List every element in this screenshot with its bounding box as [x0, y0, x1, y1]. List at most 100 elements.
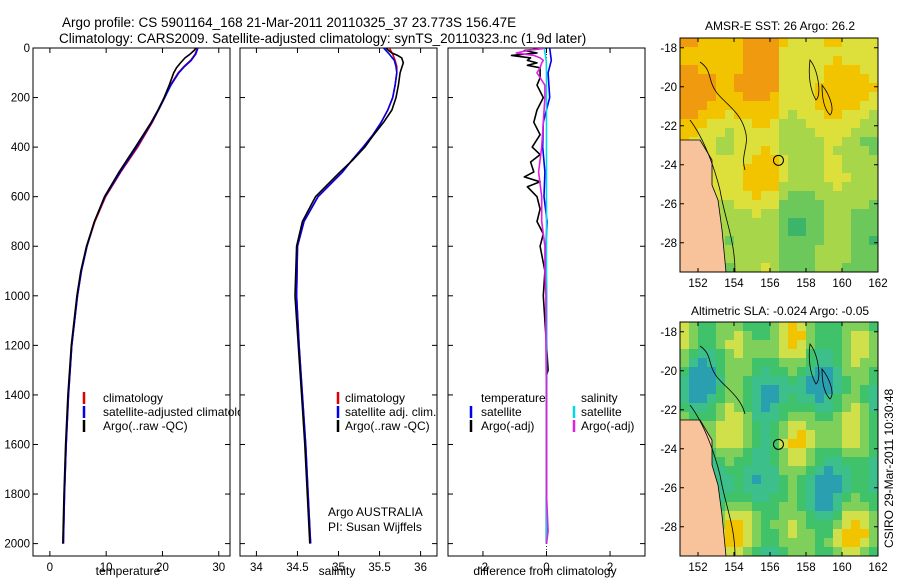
field-cell	[770, 376, 780, 386]
field-cell	[869, 538, 878, 548]
field-cell	[851, 412, 861, 422]
field-cell	[824, 439, 834, 449]
field-cell	[833, 236, 843, 246]
field-cell	[734, 502, 744, 512]
field-cell	[779, 475, 789, 485]
field-cell	[824, 394, 834, 404]
field-cell	[761, 331, 771, 341]
field-cell	[761, 218, 771, 228]
map-x-tick-label: 156	[760, 562, 779, 574]
field-cell	[725, 529, 735, 539]
field-cell	[743, 349, 753, 359]
field-cell	[752, 110, 762, 120]
field-cell	[788, 403, 798, 413]
field-cell	[734, 155, 744, 165]
field-cell	[815, 358, 825, 368]
field-cell	[734, 538, 744, 548]
field-cell	[707, 367, 717, 377]
field-cell	[833, 38, 843, 48]
field-cell	[752, 529, 762, 539]
field-cell	[842, 358, 852, 368]
field-cell	[815, 92, 825, 102]
field-cell	[824, 227, 834, 237]
field-cell	[725, 475, 735, 485]
field-cell	[716, 340, 726, 350]
legend-label-climatology: climatology	[103, 391, 163, 405]
field-cell	[734, 403, 744, 413]
map-x-tick-label: 160	[832, 562, 851, 574]
field-cell	[743, 448, 753, 458]
field-cell	[743, 394, 753, 404]
field-cell	[788, 65, 798, 75]
field-cell	[797, 182, 807, 192]
field-cell	[869, 101, 878, 111]
field-cell	[770, 457, 780, 467]
field-cell	[833, 349, 843, 359]
field-cell	[761, 110, 771, 120]
field-cell	[725, 349, 735, 359]
temperature-legend: climatology satellite-adjusted climatolo…	[82, 391, 256, 433]
field-cell	[824, 101, 834, 111]
field-cell	[815, 403, 825, 413]
field-cell	[734, 529, 744, 539]
field-cell	[842, 56, 852, 66]
field-cell	[689, 376, 699, 386]
map-y-tick-label: -28	[660, 238, 677, 250]
field-cell	[833, 209, 843, 219]
field-cell	[725, 236, 735, 246]
x-tick-label: 34	[250, 562, 263, 574]
field-cell	[797, 173, 807, 183]
field-cell	[824, 218, 834, 228]
field-cell	[842, 376, 852, 386]
field-cell	[842, 236, 852, 246]
field-cell	[806, 191, 816, 201]
field-cell	[788, 331, 798, 341]
field-cell	[788, 538, 798, 548]
field-cell	[797, 493, 807, 503]
field-cell	[833, 56, 843, 66]
field-cell	[752, 137, 762, 147]
salinity-xlabel: salinity	[319, 564, 356, 578]
field-cell	[743, 322, 753, 332]
map-y-tick-label: -20	[660, 82, 677, 94]
field-cell	[869, 164, 878, 174]
field-cell	[734, 227, 744, 237]
field-cell	[716, 430, 726, 440]
field-cell	[869, 173, 878, 183]
field-cell	[761, 101, 771, 111]
field-cell	[815, 245, 825, 255]
field-cell	[770, 92, 780, 102]
field-cell	[788, 263, 798, 272]
field-cell	[815, 439, 825, 449]
field-cell	[734, 119, 744, 129]
field-cell	[806, 227, 816, 237]
field-cell	[716, 38, 726, 48]
field-cell	[788, 430, 798, 440]
field-cell	[815, 110, 825, 120]
field-cell	[869, 520, 878, 530]
field-cell	[806, 47, 816, 57]
field-cell	[806, 484, 816, 494]
field-cell	[716, 403, 726, 413]
salinity-axes-frame	[239, 47, 438, 557]
field-cell	[752, 430, 762, 440]
field-cell	[842, 457, 852, 467]
y-tick-label: 1600	[4, 439, 30, 451]
field-cell	[734, 520, 744, 530]
field-cell	[851, 340, 861, 350]
field-cell	[770, 128, 780, 138]
field-cell	[725, 74, 735, 84]
field-cell	[797, 529, 807, 539]
field-cell	[797, 83, 807, 93]
field-cell	[743, 430, 753, 440]
field-cell	[761, 403, 771, 413]
field-cell	[779, 74, 789, 84]
field-cell	[860, 358, 870, 368]
field-cell	[716, 74, 726, 84]
field-cell	[698, 47, 708, 57]
field-cell	[851, 457, 861, 467]
field-cell	[788, 340, 798, 350]
field-cell	[860, 254, 870, 264]
field-cell	[707, 349, 717, 359]
field-cell	[869, 511, 878, 521]
